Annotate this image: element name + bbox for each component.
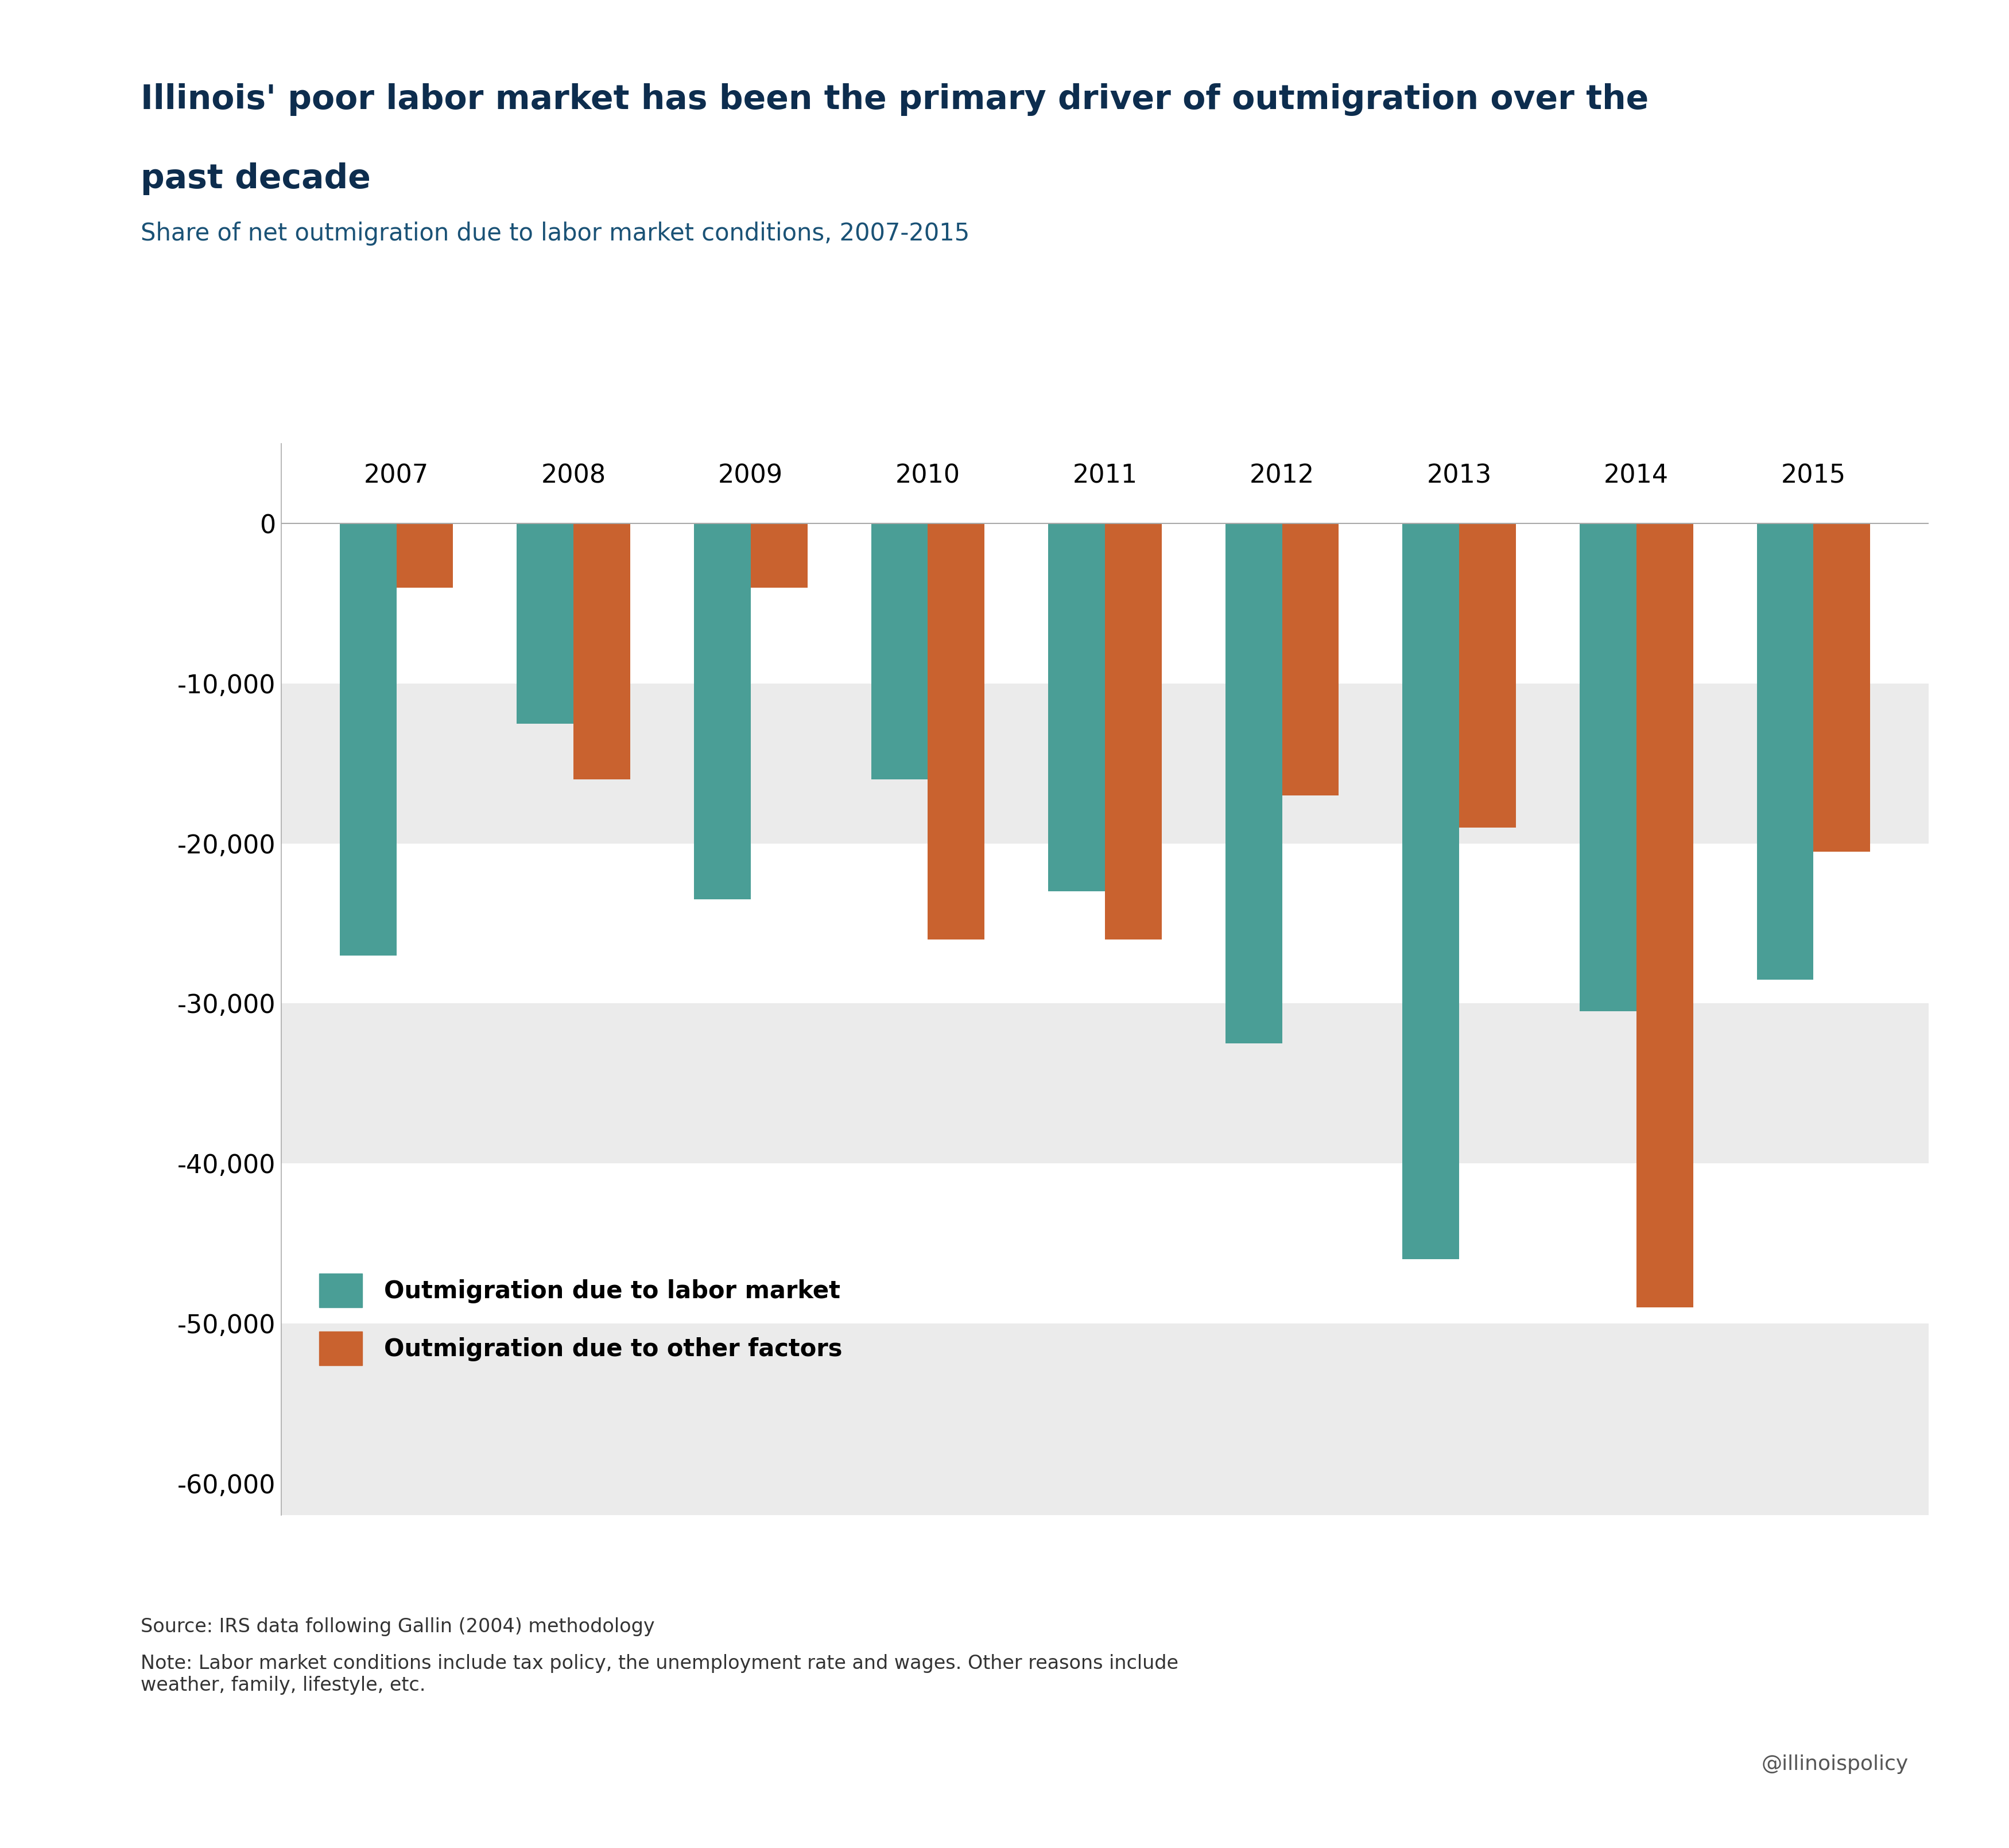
Legend: Outmigration due to labor market, Outmigration due to other factors: Outmigration due to labor market, Outmig… — [309, 1264, 852, 1375]
Text: Illinois' poor labor market has been the primary driver of outmigration over the: Illinois' poor labor market has been the… — [141, 83, 1649, 116]
Bar — [281, 684, 1929, 843]
Bar — [1637, 523, 1694, 1307]
Text: 2008: 2008 — [540, 464, 607, 488]
Text: 2012: 2012 — [1250, 464, 1314, 488]
Bar — [693, 523, 751, 900]
Text: @illinoispolicy: @illinoispolicy — [1762, 1754, 1909, 1774]
Bar — [1282, 523, 1338, 795]
Text: Share of net outmigration due to labor market conditions, 2007-2015: Share of net outmigration due to labor m… — [141, 222, 970, 246]
Text: Note: Labor market conditions include tax policy, the unemployment rate and wage: Note: Labor market conditions include ta… — [141, 1654, 1179, 1695]
Text: 2015: 2015 — [1782, 464, 1846, 488]
Text: 2014: 2014 — [1603, 464, 1669, 488]
Bar — [1049, 523, 1105, 891]
Bar — [1579, 523, 1637, 1011]
Bar — [1402, 523, 1459, 1258]
Bar — [281, 1003, 1929, 1164]
Text: 2011: 2011 — [1073, 464, 1137, 488]
Bar — [396, 523, 454, 588]
Text: Source: IRS data following Gallin (2004) methodology: Source: IRS data following Gallin (2004)… — [141, 1617, 655, 1635]
Bar — [751, 523, 808, 588]
Bar — [340, 523, 396, 955]
Text: 2010: 2010 — [896, 464, 960, 488]
Bar — [573, 523, 631, 780]
Bar — [928, 523, 984, 939]
Bar — [516, 523, 573, 723]
Text: 2007: 2007 — [364, 464, 428, 488]
Bar — [281, 843, 1929, 1003]
Bar — [1105, 523, 1161, 939]
Bar — [1814, 523, 1870, 852]
Text: 2009: 2009 — [717, 464, 784, 488]
Bar — [1756, 523, 1814, 979]
Bar — [1225, 523, 1282, 1044]
Bar — [281, 1164, 1929, 1323]
Bar — [281, 1323, 1929, 1515]
Bar — [281, 523, 1929, 684]
Text: past decade: past decade — [141, 163, 372, 196]
Text: 2013: 2013 — [1426, 464, 1493, 488]
Bar — [872, 523, 928, 780]
Bar — [1459, 523, 1517, 828]
